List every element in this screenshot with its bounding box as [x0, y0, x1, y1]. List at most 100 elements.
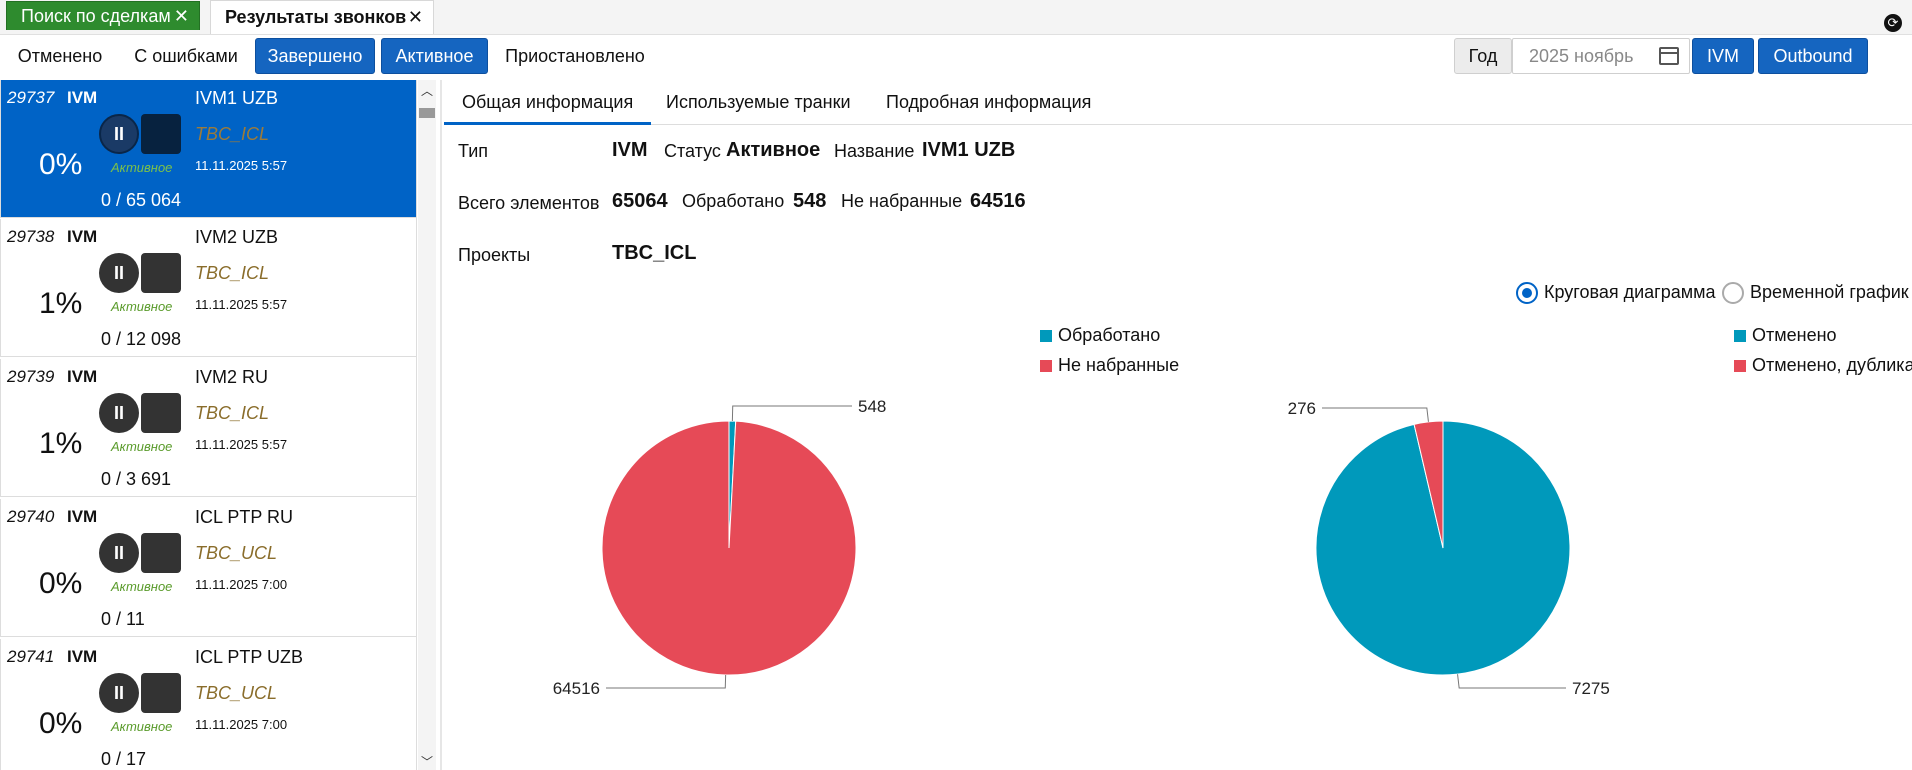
campaign-count: 0 / 12 098 — [101, 329, 182, 349]
time-chart-radio[interactable] — [1722, 282, 1744, 304]
campaign-id: 29741 — [7, 647, 55, 666]
campaign-percent: 1% — [39, 287, 83, 320]
campaign-percent: 1% — [39, 427, 83, 460]
campaign-item[interactable]: 29737 IVM II 0% Активное 0 / 65 064 IVM1… — [0, 80, 416, 218]
undialed-value: 64516 — [970, 190, 1026, 212]
campaign-count: 0 / 3 691 — [101, 469, 172, 489]
total-value: 65064 — [612, 190, 668, 212]
pause-icon[interactable]: II — [99, 533, 139, 573]
month-picker[interactable]: 2025 ноябрь — [1512, 38, 1690, 74]
tab-call-results[interactable]: Результаты звонков ✕ — [210, 0, 434, 34]
legend-item: Не набранные — [1040, 355, 1179, 376]
campaign-date: 11.11.2025 7:00 — [195, 577, 288, 592]
stop-icon[interactable] — [141, 393, 181, 433]
campaign-item[interactable]: 29741 IVM II 0% Активное 0 / 17 ICL PTP … — [0, 639, 416, 770]
leader-line — [606, 674, 727, 689]
campaign-status: Активное — [111, 160, 173, 175]
campaign-count: 0 / 17 — [101, 749, 147, 769]
legend-label: Отменено, дубликат — [1752, 355, 1912, 375]
pie-slice[interactable] — [1413, 420, 1444, 549]
status-value: Активное — [726, 139, 821, 161]
pause-icon[interactable]: II — [99, 253, 139, 293]
legend-swatch — [1040, 359, 1052, 372]
tab-deal-search[interactable]: Поиск по сделкам ✕ — [6, 1, 200, 30]
status-label: Статус — [664, 141, 721, 161]
campaign-type: IVM — [67, 507, 98, 526]
pause-icon[interactable]: II — [99, 114, 139, 154]
campaign-name: IVM1 UZB — [195, 88, 279, 108]
campaign-item[interactable]: 29738 IVM II 1% Активное 0 / 12 098 IVM2… — [0, 219, 416, 357]
data-label: 548 — [858, 397, 886, 416]
filter-errors-button[interactable]: С ошибками — [134, 45, 238, 66]
filter-active-button[interactable]: Активное — [381, 38, 488, 74]
outbound-button[interactable]: Outbound — [1758, 38, 1868, 74]
time-chart-label: Временной график — [1750, 282, 1909, 302]
pause-icon[interactable]: II — [99, 673, 139, 713]
pause-icon[interactable]: II — [99, 393, 139, 433]
leader-line — [1457, 674, 1566, 689]
campaign-item[interactable]: 29740 IVM II 0% Активное 0 / 11 ICL PTP … — [0, 499, 416, 637]
campaign-item[interactable]: 29739 IVM II 1% Активное 0 / 3 691 IVM2 … — [0, 359, 416, 497]
stop-icon[interactable] — [141, 114, 181, 154]
campaign-project: TBC_UCL — [195, 683, 278, 703]
stop-icon[interactable] — [141, 253, 181, 293]
campaign-date: 11.11.2025 5:57 — [195, 158, 288, 173]
pie-chart-label: Круговая диаграмма — [1544, 282, 1716, 302]
type-value: IVM — [612, 139, 648, 161]
campaign-name: ICL PTP RU — [195, 507, 294, 527]
legend-item: Отменено — [1734, 325, 1837, 346]
calendar-icon[interactable] — [1659, 47, 1679, 65]
close-icon[interactable]: ✕ — [407, 7, 423, 27]
tab-label: Поиск по сделкам — [21, 5, 171, 26]
campaign-project: TBC_UCL — [195, 543, 278, 563]
stop-icon[interactable] — [141, 533, 181, 573]
refresh-icon[interactable]: ⟳ — [1884, 14, 1902, 32]
chevron-up-icon[interactable]: ︿ — [421, 84, 434, 98]
tab-general-info[interactable]: Общая информация — [444, 92, 652, 125]
legend-label: Обработано — [1058, 325, 1161, 345]
filter-cancelled-button[interactable]: Отменено — [17, 45, 103, 66]
scrollbar-thumb[interactable] — [419, 108, 435, 118]
year-button[interactable]: Год — [1454, 38, 1512, 74]
chevron-down-icon[interactable]: ﹀ — [421, 755, 434, 769]
tab-label: Результаты звонков — [225, 7, 407, 27]
campaign-name: IVM2 UZB — [195, 227, 279, 247]
campaign-id: 29739 — [7, 367, 55, 386]
campaign-id: 29740 — [7, 507, 55, 526]
campaign-status: Активное — [111, 579, 173, 594]
campaign-project: TBC_ICL — [195, 403, 270, 423]
projects-value: TBC_ICL — [612, 242, 697, 264]
campaign-status: Активное — [111, 719, 173, 734]
legend-item: Отменено, дубликат — [1734, 355, 1912, 376]
campaign-type: IVM — [67, 227, 98, 246]
pie-slice[interactable] — [601, 420, 857, 676]
filter-paused-button[interactable]: Приостановлено — [505, 45, 645, 66]
legend-swatch — [1040, 329, 1052, 342]
tab-detailed-info[interactable]: Подробная информация — [886, 92, 1092, 112]
data-label: 276 — [1288, 399, 1316, 418]
filter-bar: Отменено С ошибками Завершено Активное П… — [0, 34, 1912, 80]
close-icon[interactable]: ✕ — [173, 5, 189, 26]
panel-splitter[interactable] — [440, 80, 442, 770]
legend-swatch — [1734, 329, 1746, 342]
legend-label: Отменено — [1752, 325, 1837, 345]
campaign-date: 11.11.2025 7:00 — [195, 717, 288, 732]
processed-value: 548 — [793, 190, 827, 212]
list-scrollbar[interactable]: ︿ ﹀ — [418, 80, 436, 770]
campaign-type: IVM — [67, 367, 98, 386]
campaign-count: 0 / 65 064 — [101, 190, 182, 210]
pie-chart-radio[interactable] — [1516, 282, 1538, 304]
ivm-button[interactable]: IVM — [1692, 38, 1754, 74]
campaign-name: IVM2 RU — [195, 367, 269, 387]
filter-completed-button[interactable]: Завершено — [255, 38, 375, 74]
detail-tabs: Общая информация Используемые транки Под… — [444, 80, 1912, 125]
type-label: Тип — [458, 141, 489, 161]
campaign-percent: 0% — [39, 148, 83, 181]
campaign-date: 11.11.2025 5:57 — [195, 437, 288, 452]
legend-item: Обработано — [1040, 325, 1160, 346]
campaign-count: 0 / 11 — [101, 609, 145, 629]
projects-label: Проекты — [458, 245, 531, 265]
tab-used-trunks[interactable]: Используемые транки — [666, 92, 851, 112]
stop-icon[interactable] — [141, 673, 181, 713]
campaign-type: IVM — [67, 88, 98, 107]
